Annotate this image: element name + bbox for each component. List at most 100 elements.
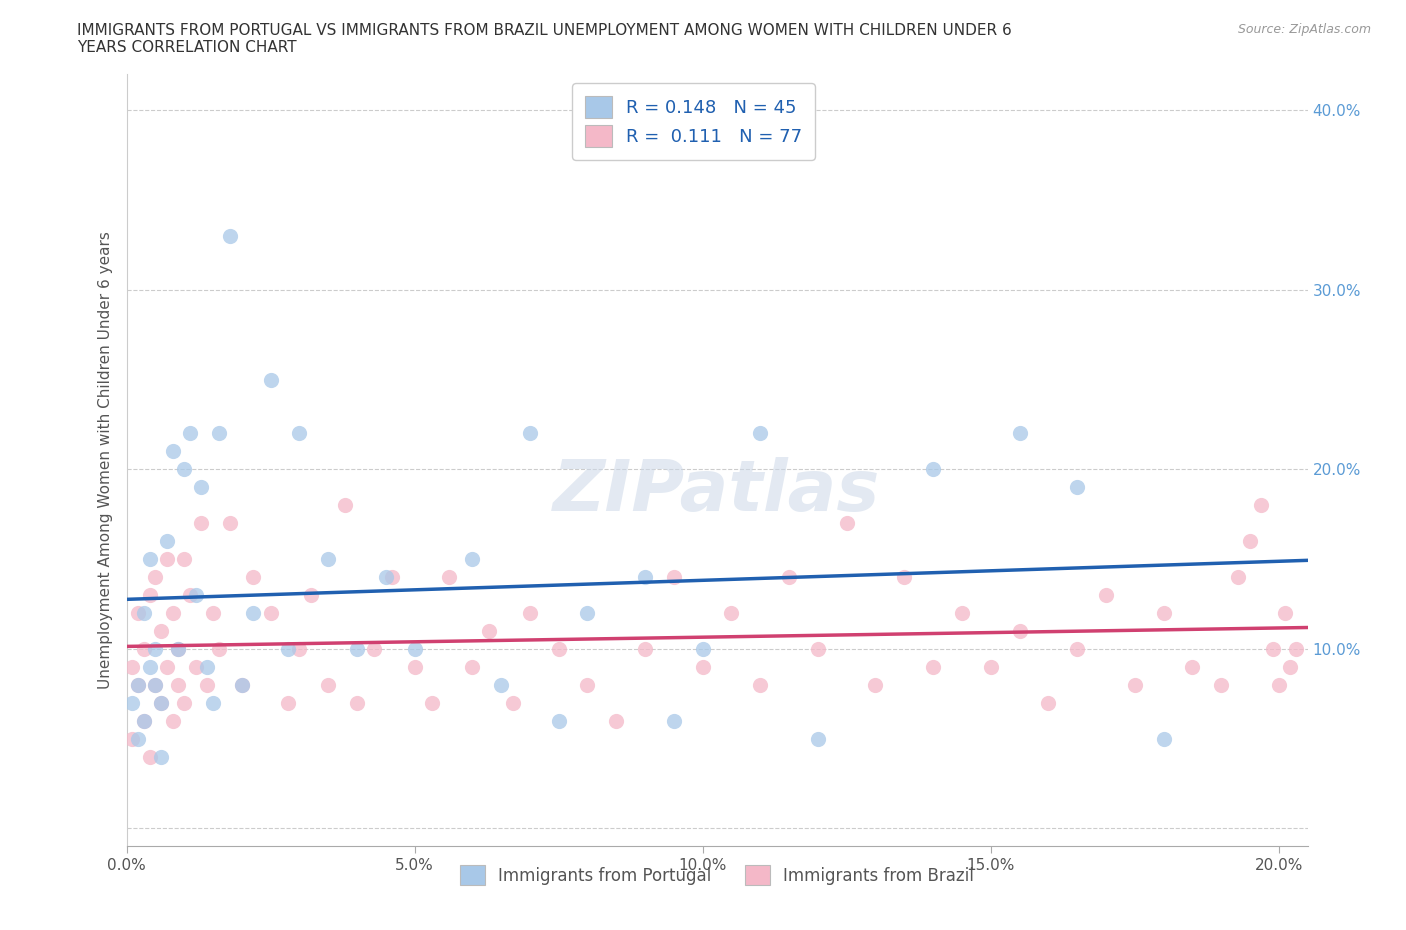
Point: [1279, 659, 1302, 674]
Point: [547, 713, 569, 728]
Point: [138, 659, 160, 674]
Point: [749, 677, 772, 692]
Point: [346, 696, 368, 711]
Point: [1153, 605, 1175, 620]
Point: [380, 569, 402, 584]
Point: [692, 659, 714, 674]
Point: [1285, 642, 1308, 657]
Point: [127, 677, 149, 692]
Point: [150, 749, 173, 764]
Point: [634, 569, 657, 584]
Point: [138, 551, 160, 566]
Point: [461, 659, 484, 674]
Point: [231, 677, 253, 692]
Point: [127, 605, 149, 620]
Point: [634, 642, 657, 657]
Point: [167, 677, 190, 692]
Point: [132, 605, 155, 620]
Point: [190, 516, 212, 531]
Point: [807, 642, 830, 657]
Point: [201, 605, 224, 620]
Point: [201, 696, 224, 711]
Point: [502, 696, 524, 711]
Point: [156, 534, 179, 549]
Point: [195, 677, 218, 692]
Point: [132, 713, 155, 728]
Point: [1008, 426, 1031, 441]
Point: [121, 659, 143, 674]
Point: [127, 677, 149, 692]
Point: [316, 677, 339, 692]
Point: [143, 642, 166, 657]
Point: [138, 749, 160, 764]
Point: [184, 659, 207, 674]
Point: [190, 480, 212, 495]
Point: [156, 659, 179, 674]
Point: [950, 605, 973, 620]
Point: [1066, 642, 1088, 657]
Point: [576, 605, 599, 620]
Point: [576, 677, 599, 692]
Point: [1123, 677, 1146, 692]
Point: [835, 516, 858, 531]
Point: [219, 516, 242, 531]
Text: Source: ZipAtlas.com: Source: ZipAtlas.com: [1237, 23, 1371, 36]
Point: [778, 569, 800, 584]
Point: [461, 551, 484, 566]
Point: [749, 426, 772, 441]
Point: [277, 642, 299, 657]
Point: [1239, 534, 1261, 549]
Point: [143, 677, 166, 692]
Point: [121, 696, 143, 711]
Point: [1250, 498, 1272, 512]
Point: [807, 731, 830, 746]
Point: [1274, 605, 1296, 620]
Point: [167, 642, 190, 657]
Point: [662, 713, 685, 728]
Point: [662, 569, 685, 584]
Point: [259, 372, 281, 387]
Point: [167, 642, 190, 657]
Point: [865, 677, 887, 692]
Point: [489, 677, 512, 692]
Point: [150, 696, 173, 711]
Point: [208, 642, 231, 657]
Point: [316, 551, 339, 566]
Point: [893, 569, 915, 584]
Point: [1095, 588, 1118, 603]
Text: IMMIGRANTS FROM PORTUGAL VS IMMIGRANTS FROM BRAZIL UNEMPLOYMENT AMONG WOMEN WITH: IMMIGRANTS FROM PORTUGAL VS IMMIGRANTS F…: [77, 23, 1012, 38]
Point: [922, 659, 945, 674]
Point: [242, 569, 264, 584]
Point: [162, 444, 184, 458]
Point: [299, 588, 322, 603]
Point: [184, 588, 207, 603]
Point: [259, 605, 281, 620]
Point: [478, 623, 501, 638]
Point: [121, 731, 143, 746]
Point: [374, 569, 396, 584]
Point: [404, 659, 426, 674]
Point: [162, 605, 184, 620]
Point: [1153, 731, 1175, 746]
Point: [519, 605, 541, 620]
Point: [219, 229, 242, 244]
Point: [179, 588, 201, 603]
Point: [132, 642, 155, 657]
Point: [1066, 480, 1088, 495]
Y-axis label: Unemployment Among Women with Children Under 6 years: Unemployment Among Women with Children U…: [98, 232, 114, 689]
Point: [1181, 659, 1204, 674]
Point: [1268, 677, 1291, 692]
Point: [173, 696, 195, 711]
Point: [231, 677, 253, 692]
Point: [288, 426, 311, 441]
Point: [173, 551, 195, 566]
Point: [922, 462, 945, 477]
Point: [127, 731, 149, 746]
Point: [363, 642, 385, 657]
Point: [242, 605, 264, 620]
Legend: Immigrants from Portugal, Immigrants from Brazil: Immigrants from Portugal, Immigrants fro…: [453, 858, 981, 892]
Text: ZIPatlas: ZIPatlas: [554, 457, 880, 525]
Point: [179, 426, 201, 441]
Point: [605, 713, 627, 728]
Point: [1038, 696, 1060, 711]
